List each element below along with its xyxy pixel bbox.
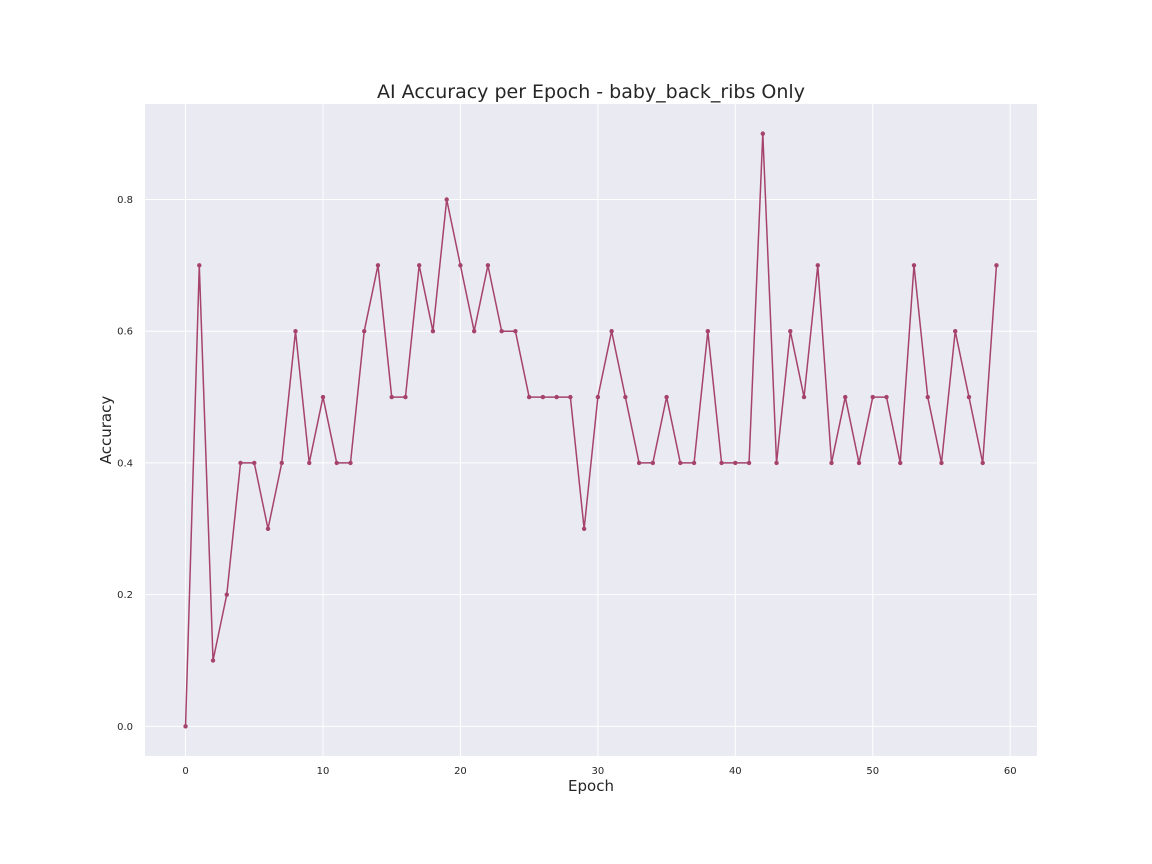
data-point [526, 394, 532, 400]
data-point [554, 394, 559, 400]
y-tick-label: 0.4 [117, 458, 133, 469]
data-point [581, 526, 587, 531]
data-point [595, 394, 601, 400]
data-point [609, 329, 614, 334]
data-point [870, 394, 875, 400]
y-tick-label: 0.8 [117, 195, 133, 206]
data-point [334, 460, 339, 466]
data-point [650, 460, 656, 466]
data-point [719, 460, 724, 466]
data-point [925, 394, 930, 400]
data-point [197, 263, 202, 268]
tick-labels: 0 10 20 30 40 50 60 0.0 0.2 0.4 0.6 0.8 [117, 195, 1016, 777]
x-tick-label: 60 [1004, 766, 1017, 777]
data-point [788, 329, 793, 334]
data-point [815, 263, 820, 268]
data-point [568, 394, 573, 400]
x-tick-label: 40 [729, 766, 742, 777]
data-point [499, 329, 504, 334]
data-point [980, 460, 985, 466]
data-point [884, 394, 889, 400]
data-point [485, 263, 491, 268]
data-point [375, 263, 381, 268]
data-point [224, 592, 229, 597]
data-point [746, 460, 752, 466]
data-point [953, 329, 958, 334]
data-point [279, 460, 284, 466]
data-point [939, 460, 944, 466]
data-point [458, 263, 463, 268]
chart-title: AI Accuracy per Epoch - baby_back_ribs O… [377, 81, 805, 103]
data-point [678, 460, 683, 466]
data-point [856, 460, 862, 466]
data-point [760, 131, 766, 136]
y-axis-label: Accuracy [97, 396, 115, 465]
data-point [994, 263, 999, 268]
y-tick-label: 0.6 [117, 327, 133, 338]
data-point [416, 263, 422, 268]
data-point [183, 724, 188, 729]
data-point [430, 329, 436, 334]
data-point [389, 394, 394, 400]
data-point [444, 197, 449, 202]
series-line [184, 132, 998, 727]
data-point [966, 394, 972, 400]
y-tick-label: 0.0 [117, 722, 133, 733]
data-point [691, 460, 697, 466]
x-tick-label: 50 [866, 766, 879, 777]
data-point [843, 394, 848, 400]
y-tick-label: 0.2 [117, 590, 133, 601]
data-point [623, 394, 628, 400]
data-point [774, 460, 779, 466]
data-point [664, 394, 669, 400]
data-point [265, 526, 271, 531]
plot-area [145, 104, 1037, 756]
x-tick-label: 30 [592, 766, 605, 777]
x-tick-label: 20 [454, 766, 467, 777]
data-point [293, 329, 298, 334]
data-point [911, 263, 917, 268]
data-point [210, 658, 216, 663]
data-point [471, 329, 477, 334]
data-point [801, 394, 807, 400]
data-point [348, 460, 353, 466]
data-point [898, 460, 903, 466]
x-tick-label: 10 [317, 766, 330, 777]
data-point [320, 394, 326, 400]
data-point [705, 329, 711, 334]
data-point [252, 460, 257, 466]
series-layer [183, 131, 999, 729]
data-point [362, 329, 367, 334]
data-point [540, 394, 546, 400]
data-point [513, 329, 518, 334]
data-point [403, 394, 408, 400]
data-point [307, 460, 312, 466]
data-point [829, 460, 834, 466]
data-point [238, 460, 243, 466]
x-axis-label: Epoch [568, 777, 614, 795]
x-tick-label: 0 [182, 766, 188, 777]
data-point [636, 460, 642, 466]
data-point [733, 460, 738, 466]
